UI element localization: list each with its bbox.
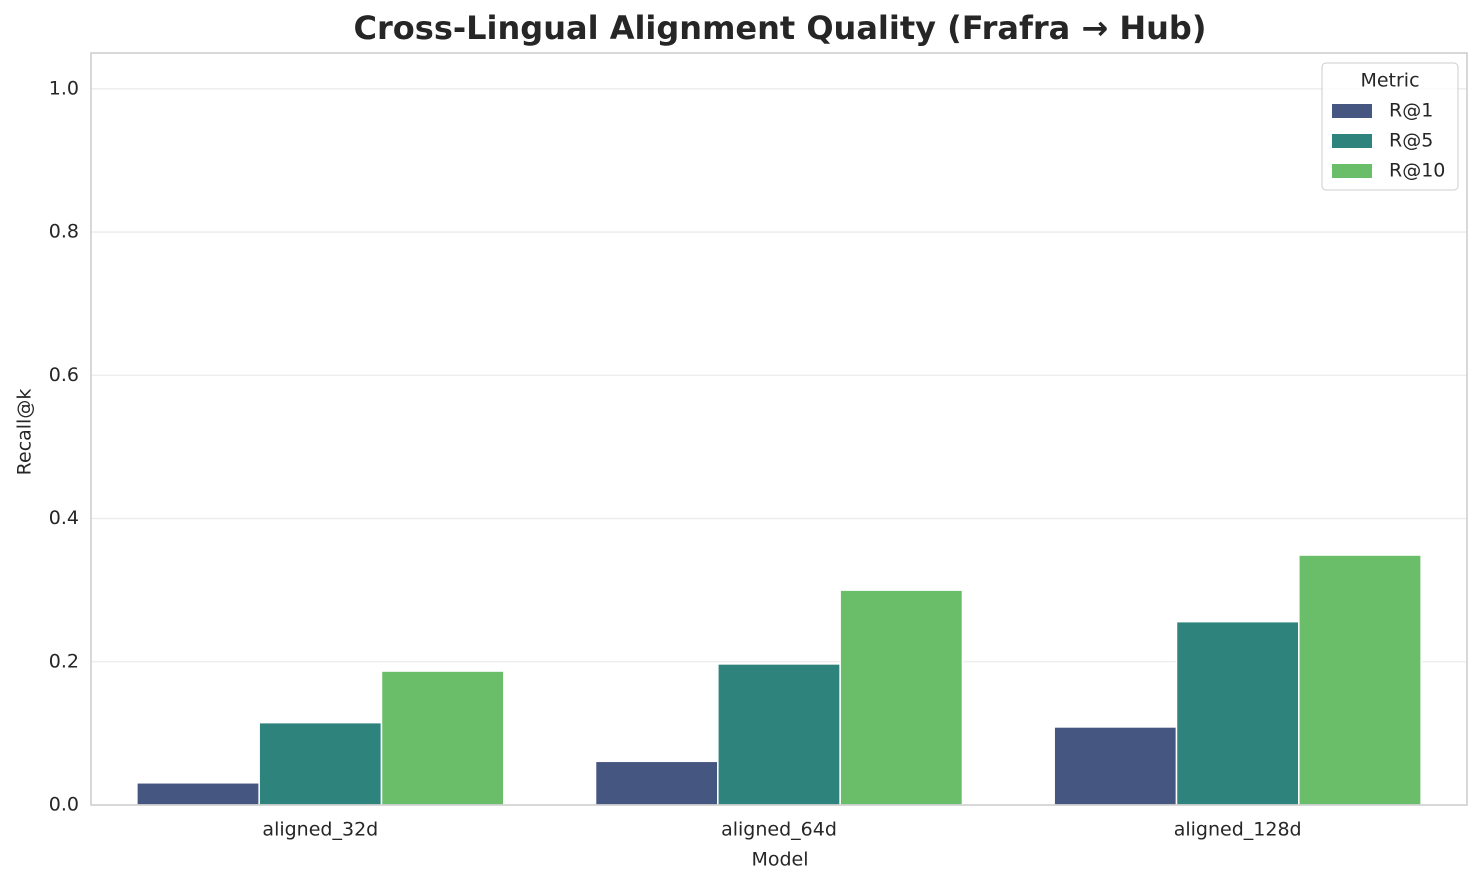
bar: [1175, 620, 1300, 806]
legend-box: [1321, 62, 1459, 191]
bar: [1298, 554, 1422, 806]
x-tick-label: aligned_128d: [1174, 819, 1302, 841]
chart-title: Cross-Lingual Alignment Quality (Frafra …: [354, 9, 1207, 47]
x-axis-label: Model: [751, 849, 808, 871]
y-tick-label: 0.8: [49, 221, 79, 243]
y-tick-label: 1.0: [49, 77, 79, 99]
bar: [258, 721, 383, 806]
legend-swatch: [1332, 104, 1372, 118]
y-tick-label: 0.4: [49, 507, 79, 529]
y-tick-label: 0.6: [49, 364, 79, 386]
x-tick-label: aligned_64d: [721, 819, 837, 841]
bar: [839, 589, 964, 806]
legend-label: R@1: [1389, 100, 1433, 122]
bar: [717, 663, 841, 806]
bar: [594, 760, 719, 806]
legend-title: Metric: [1360, 70, 1419, 92]
bar: [1053, 726, 1178, 806]
y-tick-label: 0.0: [49, 794, 79, 816]
legend: Metric R@1 R@5 R@10: [1321, 62, 1459, 191]
legend-swatch: [1332, 134, 1372, 148]
legend-label: R@10: [1389, 160, 1445, 182]
legend-swatch: [1332, 164, 1372, 178]
legend-label: R@5: [1389, 130, 1433, 152]
plot-frame: [90, 52, 1468, 806]
y-tick-label: 0.2: [49, 650, 79, 672]
bar: [380, 670, 505, 806]
x-tick-label: aligned_32d: [262, 819, 378, 841]
y-axis-label: Recall@k: [14, 389, 36, 476]
bar: [136, 782, 260, 806]
